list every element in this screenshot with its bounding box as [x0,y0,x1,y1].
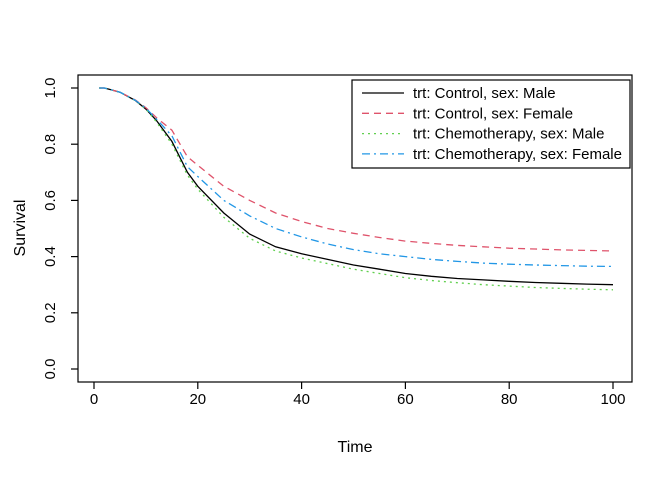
legend-label: trt: Control, sex: Female [413,105,573,122]
y-tick-label: 0.2 [42,302,59,323]
x-axis-title: Time [338,439,373,456]
legend-label: trt: Control, sex: Male [413,85,556,102]
survival-curve-4 [99,87,614,268]
x-tick-label: 20 [189,391,206,408]
x-tick-label: 100 [600,391,625,408]
survival-curve-3 [99,87,614,291]
legend: trt: Control, sex: Male trt: Control, sex… [351,79,631,169]
y-tick-label: 1.0 [42,78,59,99]
x-tick-label: 40 [293,391,310,408]
survival-curves [99,87,614,291]
legend-label: trt: Chemotherapy, sex: Male [413,126,604,143]
y-axis: 0.0 0.2 0.4 0.6 0.8 1.0 [42,78,78,380]
plot-box [77,74,633,383]
x-tick-label: 60 [397,391,414,408]
x-tick-label: 80 [501,391,518,408]
x-tick-label: 0 [90,391,98,408]
legend-label: trt: Chemotherapy, sex: Female [413,146,622,163]
y-tick-label: 0.4 [42,246,59,267]
y-tick-label: 0.8 [42,134,59,155]
y-tick-label: 0.0 [42,359,59,380]
y-tick-label: 0.6 [42,190,59,211]
x-axis: 0 20 40 60 80 100 [90,382,626,408]
y-axis-title: Survival [12,200,29,257]
